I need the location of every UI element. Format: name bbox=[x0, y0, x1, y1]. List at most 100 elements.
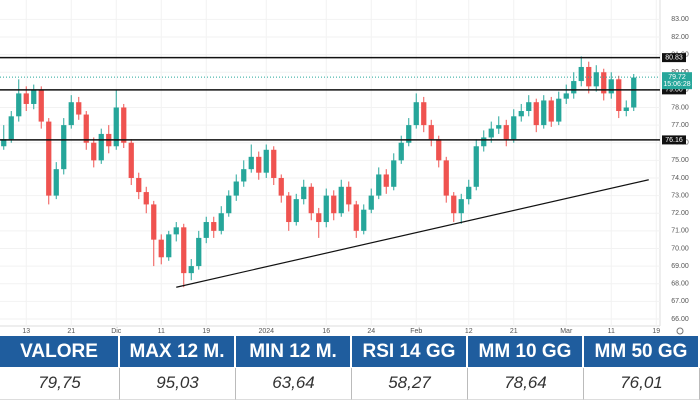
candle-body bbox=[241, 169, 247, 182]
candle-body bbox=[608, 79, 614, 94]
candle-body bbox=[91, 142, 97, 161]
level-label-box bbox=[662, 85, 686, 95]
candle-body bbox=[548, 100, 554, 122]
candle-body bbox=[181, 227, 187, 274]
candle-body bbox=[361, 209, 367, 231]
candle-body bbox=[413, 102, 419, 126]
candle-body bbox=[23, 93, 29, 104]
value-cell: 95,03 bbox=[120, 367, 236, 400]
y-tick-label: 66.00 bbox=[671, 316, 689, 323]
candle-body bbox=[173, 227, 179, 235]
last-price-label: 79.72 bbox=[668, 74, 686, 81]
candle-body bbox=[563, 93, 569, 99]
candle-body bbox=[128, 142, 134, 178]
candle-body bbox=[271, 149, 277, 178]
level-label-box bbox=[662, 135, 686, 145]
candle-body bbox=[616, 79, 622, 112]
level-label: 79.00 bbox=[665, 87, 683, 94]
y-tick-label: 73.00 bbox=[671, 192, 689, 199]
candle-body bbox=[31, 89, 37, 104]
candle-body bbox=[1, 139, 7, 147]
candle-body bbox=[196, 237, 202, 267]
candle-body bbox=[316, 213, 322, 223]
x-tick-label: 11 bbox=[608, 328, 615, 335]
candle-body bbox=[578, 66, 584, 82]
x-tick-label: 19 bbox=[652, 328, 660, 335]
y-tick-label: 75.00 bbox=[671, 157, 689, 164]
x-tick-label: 13 bbox=[22, 328, 30, 335]
y-tick-label: 74.00 bbox=[671, 175, 689, 182]
y-tick-label: 77.00 bbox=[671, 122, 689, 129]
trend-line bbox=[176, 179, 649, 288]
candle-body bbox=[98, 133, 104, 161]
candle-body bbox=[556, 98, 562, 122]
y-tick-label: 71.00 bbox=[671, 228, 689, 235]
candle-body bbox=[346, 186, 352, 205]
candle-body bbox=[571, 81, 577, 94]
value-cell: 78,64 bbox=[468, 367, 584, 400]
candle-body bbox=[158, 239, 164, 258]
candle-body bbox=[68, 102, 74, 126]
candle-body bbox=[503, 125, 509, 140]
value-cell: 79,75 bbox=[0, 367, 120, 400]
x-tick-label: 19 bbox=[202, 328, 210, 335]
candle-body bbox=[61, 125, 67, 170]
candle-body bbox=[286, 195, 292, 223]
candle-body bbox=[443, 160, 449, 196]
header-cell: MM 10 GG bbox=[468, 336, 584, 367]
settings-icon bbox=[676, 327, 684, 335]
candle-body bbox=[466, 186, 472, 200]
candle-body bbox=[151, 204, 157, 240]
candle-body bbox=[368, 195, 374, 210]
candle-body bbox=[481, 137, 487, 147]
candle-body bbox=[353, 204, 359, 231]
candle-body bbox=[76, 102, 82, 115]
candle-body bbox=[16, 93, 22, 117]
candle-body bbox=[488, 128, 494, 138]
y-tick-label: 70.00 bbox=[671, 245, 689, 252]
x-tick-label: Mar bbox=[560, 328, 573, 335]
x-tick-label: 12 bbox=[465, 328, 473, 335]
candle-body bbox=[301, 186, 307, 200]
candle-body bbox=[278, 177, 284, 196]
x-tick-label: 21 bbox=[67, 328, 75, 335]
candle-body bbox=[391, 160, 397, 187]
candle-body bbox=[496, 125, 502, 129]
y-tick-label: 78.00 bbox=[671, 104, 689, 111]
candle-body bbox=[248, 156, 254, 170]
countdown-label: 15:06:28 bbox=[663, 81, 690, 88]
candle-body bbox=[586, 66, 592, 87]
header-cell: VALORE bbox=[0, 336, 120, 367]
candle-body bbox=[308, 186, 314, 214]
header-cell: RSI 14 GG bbox=[352, 336, 468, 367]
candle-body bbox=[188, 266, 194, 274]
candle-body bbox=[218, 213, 224, 231]
candle-body bbox=[136, 177, 142, 193]
candle-body bbox=[593, 72, 599, 87]
candle-body bbox=[46, 121, 52, 196]
candle-body bbox=[526, 102, 532, 112]
candle-body bbox=[256, 156, 262, 173]
header-cell: MIN 12 M. bbox=[236, 336, 352, 367]
x-tick-label: 16 bbox=[322, 328, 330, 335]
candle-body bbox=[451, 195, 457, 214]
candle-body bbox=[203, 222, 209, 238]
level-label-box bbox=[662, 53, 686, 63]
candle-body bbox=[511, 116, 517, 140]
candle-body bbox=[323, 195, 329, 223]
candle-body bbox=[398, 142, 404, 161]
candle-body bbox=[631, 77, 637, 108]
x-tick-label: 2024 bbox=[258, 328, 274, 335]
candle-body bbox=[53, 169, 59, 196]
candle-body bbox=[421, 102, 427, 126]
candle-body bbox=[518, 111, 524, 117]
header-cell: MAX 12 M. bbox=[120, 336, 236, 367]
level-label: 80.83 bbox=[665, 54, 683, 61]
candle-body bbox=[376, 174, 382, 196]
y-tick-label: 83.00 bbox=[671, 16, 689, 23]
candle-body bbox=[113, 107, 119, 147]
x-tick-label: 11 bbox=[158, 328, 165, 335]
candle-body bbox=[8, 116, 14, 140]
candle-body bbox=[338, 186, 344, 214]
